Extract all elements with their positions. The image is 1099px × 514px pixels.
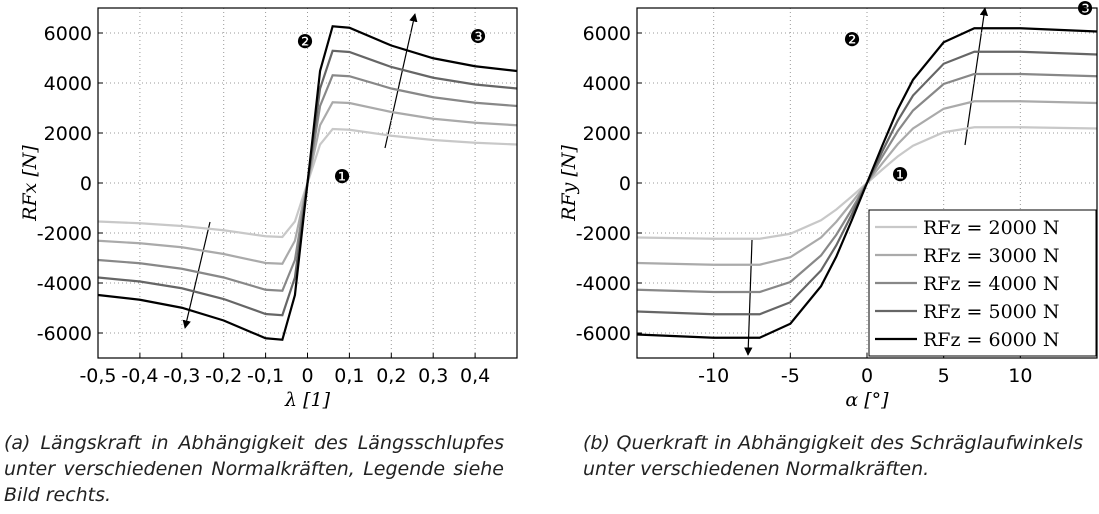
annotation: ❷ (296, 31, 313, 53)
y-tick-label: 2000 (44, 123, 92, 145)
y-tick-label: -2000 (37, 223, 92, 245)
y-tick-label: 6000 (583, 23, 631, 45)
caption: (a) Längskraft in Abhängigkeit des Längs… (4, 432, 504, 506)
line (97, 25, 518, 341)
legend-label: RFz = 2000 N (923, 217, 1060, 239)
x-tick-label: -5 (781, 365, 800, 387)
x-tick-label: -0,3 (163, 365, 200, 387)
x-tick-label: -0,1 (247, 365, 284, 387)
charts: -6000 -4000 -2000 0 2000 4000 6000 -0,5 -0,4 -0,3… (19, 0, 1098, 411)
legend-label: RFz = 6000 N (923, 329, 1060, 351)
legend-label: RFz = 3000 N (923, 245, 1060, 267)
x-tick-label: 0,1 (334, 365, 364, 387)
y-tick-label: 4000 (583, 73, 631, 95)
y-tick-label: 2000 (583, 123, 631, 145)
x-axis-label: λ [1] (284, 389, 331, 411)
y-tick-label: -4000 (576, 273, 631, 295)
plot-frame (636, 7, 1098, 359)
annotation: ❶ (891, 164, 908, 186)
x-tick-label: 0,4 (460, 365, 490, 387)
x-tick-label: -10 (698, 365, 729, 387)
y-axis-label: RFx [N] (19, 145, 41, 222)
y-tick-label: -4000 (37, 273, 92, 295)
x-tick-label: -0,5 (79, 365, 116, 387)
legend-label: RFz = 4000 N (923, 273, 1060, 295)
annotation: ❸ (469, 26, 486, 48)
y-tick-label: -2000 (576, 223, 631, 245)
x-tick-label: -0,2 (205, 365, 242, 387)
caption: (b) Querkraft in Abhängigkeit des Schräg… (583, 432, 1083, 480)
y-tick-label: 0 (619, 173, 631, 195)
y-tick-label: -6000 (576, 323, 631, 345)
x-tick-label: 0 (301, 365, 313, 387)
x-tick-label: 0,3 (418, 365, 448, 387)
y-tick-label: 0 (80, 173, 92, 195)
y-tick-label: 6000 (44, 23, 92, 45)
line (636, 27, 1098, 339)
y-tick-label: 4000 (44, 73, 92, 95)
y-tick-label: -6000 (37, 323, 92, 345)
plot-frame (97, 7, 518, 359)
x-axis-label: α [°] (845, 389, 889, 411)
annotation: ❸ (1076, 0, 1093, 20)
annotation: ❷ (843, 29, 860, 51)
x-tick-label: 10 (1008, 365, 1032, 387)
annotation: ❶ (333, 166, 350, 188)
legend-label: RFz = 5000 N (923, 301, 1060, 323)
x-tick-label: 5 (938, 365, 950, 387)
x-tick-label: -0,4 (121, 365, 158, 387)
x-tick-label: 0 (861, 365, 873, 387)
arrows (182, 7, 989, 356)
x-tick-label: 0,2 (376, 365, 406, 387)
y-axis-label: RFy [N] (558, 145, 580, 222)
